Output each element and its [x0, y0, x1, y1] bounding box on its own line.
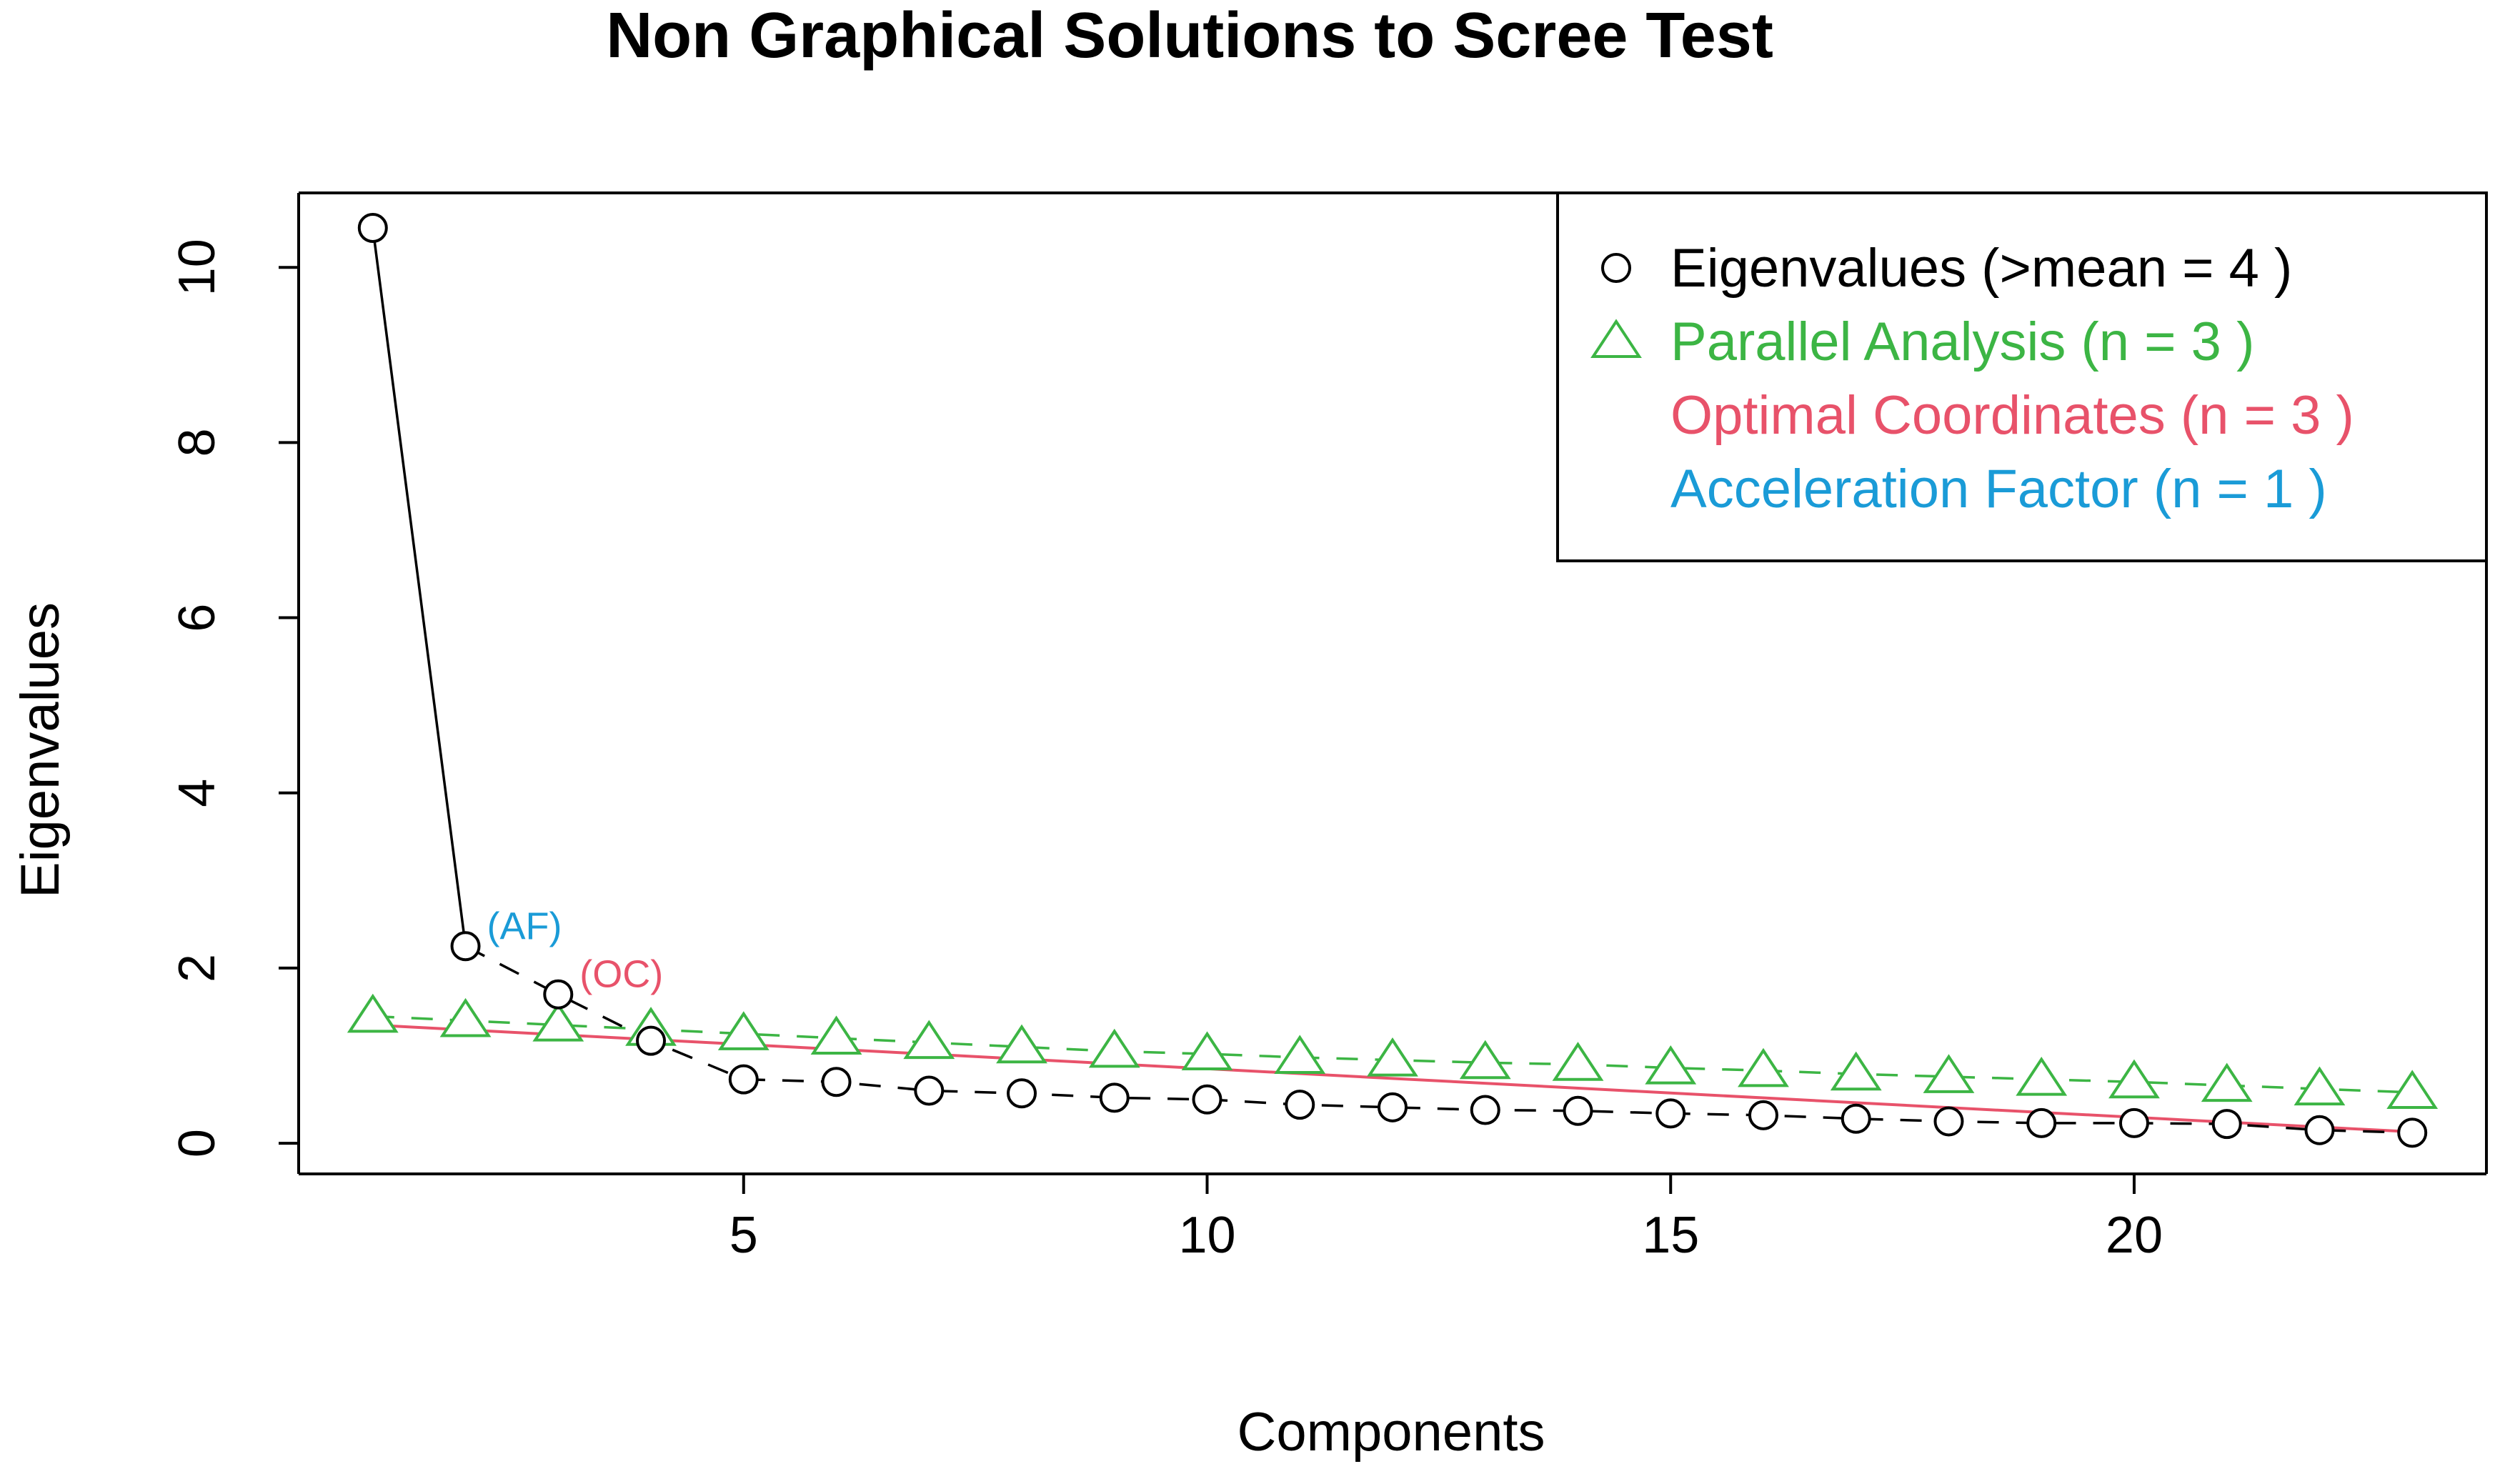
eigenvalue-point — [1933, 1106, 1964, 1137]
x-axis-label: Components — [1237, 1402, 1545, 1463]
eigenvalues-line-solid — [372, 227, 467, 947]
eigenvalue-point — [821, 1067, 852, 1097]
eigenvalue-point — [1841, 1103, 1871, 1134]
parallel-analysis-point — [1552, 1042, 1604, 1081]
chart-title: Non Graphical Solutions to Scree Test — [606, 0, 1773, 71]
parallel-analysis-point — [903, 1020, 955, 1060]
parallel-analysis-point — [1830, 1051, 1882, 1091]
parallel-analysis-point — [532, 1002, 584, 1042]
parallel-analysis-point — [1088, 1028, 1140, 1068]
eigenvalue-point — [543, 979, 574, 1010]
parallel-analysis-point — [717, 1011, 770, 1050]
eigenvalue-point — [636, 1025, 667, 1056]
eigenvalue-point — [1099, 1082, 1130, 1113]
eigenvalue-point — [1285, 1090, 1315, 1120]
eigenvalue-point — [2304, 1115, 2335, 1145]
eigenvalue-point — [1192, 1084, 1222, 1115]
eigenvalue-point — [2026, 1107, 2057, 1138]
parallel-analysis-point — [810, 1015, 862, 1055]
parallel-analysis-point — [1459, 1040, 1511, 1080]
eigenvalue-point — [357, 213, 388, 244]
parallel-analysis-point — [2294, 1066, 2346, 1106]
y-axis-label: Eigenvalues — [10, 602, 71, 898]
parallel-analysis-point — [347, 993, 399, 1033]
parallel-analysis-point — [1923, 1054, 1975, 1093]
axes: 5 10 15 20 0 2 4 6 8 10 — [169, 191, 2488, 1264]
eigenvalue-point — [2397, 1117, 2428, 1148]
legend-label-optimal-coordinates: Optimal Coordinates (n = 3 ) — [1670, 385, 2354, 446]
legend-label-eigenvalues: Eigenvalues (>mean = 4 ) — [1670, 238, 2292, 299]
eigenvalue-point — [1655, 1098, 1686, 1129]
parallel-analysis-point — [1274, 1035, 1326, 1074]
y-tick-label: 0 — [169, 1129, 226, 1157]
parallel-analysis-point — [1738, 1047, 1789, 1087]
acceleration-factor-annotation: (AF) — [487, 905, 562, 947]
plot-area: (AF) (OC) — [347, 213, 2439, 1148]
legend-marker-circle — [1601, 253, 1631, 283]
parallel-analysis-point — [996, 1024, 1047, 1064]
eigenvalue-point — [450, 931, 481, 962]
y-tick-label: 8 — [169, 428, 226, 457]
eigenvalue-point — [2118, 1107, 2149, 1138]
legend: Eigenvalues (>mean = 4 ) Parallel Analys… — [1556, 191, 2488, 562]
optimal-coordinates-annotation: (OC) — [579, 953, 663, 996]
eigenvalue-point — [728, 1064, 759, 1095]
legend-marker-triangle — [1590, 319, 1642, 358]
eigenvalue-point — [1378, 1092, 1408, 1122]
legend-markers — [1590, 253, 1642, 358]
eigenvalues-line-dashed — [464, 945, 2413, 1135]
parallel-analysis-point — [2201, 1062, 2253, 1102]
eigenvalue-point — [1563, 1095, 1593, 1126]
eigenvalue-point — [1007, 1078, 1037, 1109]
y-tick-label: 10 — [169, 239, 226, 296]
optimal-coordinates-line — [372, 1023, 2413, 1134]
x-tick-label: 15 — [1642, 1207, 1699, 1264]
parallel-analysis-point — [1367, 1037, 1418, 1077]
parallel-analysis-point — [1181, 1031, 1233, 1071]
x-tick-label: 20 — [2106, 1207, 2163, 1264]
eigenvalue-point — [914, 1075, 945, 1106]
parallel-analysis-point — [2016, 1056, 2068, 1096]
y-tick-label: 4 — [169, 779, 226, 807]
parallel-analysis-point — [1645, 1045, 1697, 1085]
eigenvalue-point — [1748, 1100, 1778, 1130]
y-tick-label: 6 — [169, 604, 226, 632]
parallel-analysis-point — [2108, 1059, 2160, 1099]
eigenvalue-point — [1470, 1095, 1500, 1125]
legend-label-parallel-analysis: Parallel Analysis (n = 3 ) — [1670, 312, 2254, 372]
y-tick-label: 2 — [169, 954, 226, 982]
parallel-analysis-point — [439, 997, 492, 1037]
eigenvalue-point — [2211, 1109, 2242, 1140]
x-tick-label: 5 — [729, 1207, 758, 1264]
legend-label-acceleration-factor: Acceleration Factor (n = 1 ) — [1670, 459, 2327, 519]
x-tick-label: 10 — [1178, 1207, 1235, 1264]
legend-box — [1556, 191, 2488, 562]
parallel-analysis-point — [2386, 1070, 2439, 1109]
